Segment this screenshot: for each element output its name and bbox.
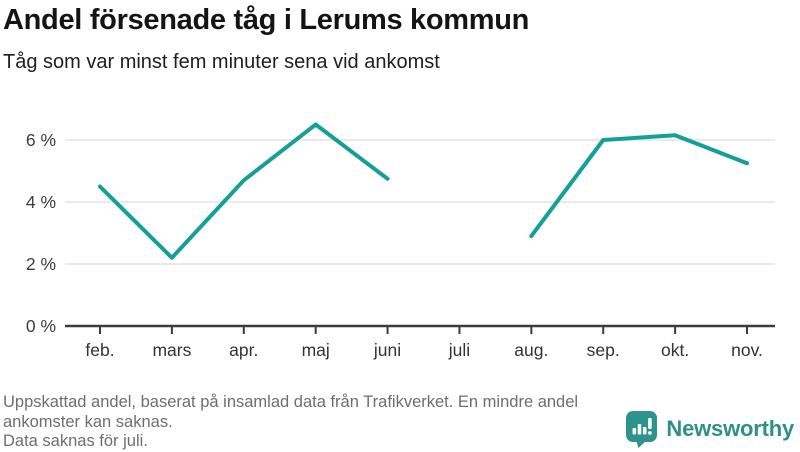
data-line (98, 122, 749, 260)
y-tick-label: 2 % (26, 254, 56, 274)
source-note: Uppskattad andel, baserat på insamlad da… (3, 393, 578, 452)
x-tick-label: maj (302, 340, 330, 360)
x-tick-label: nov. (731, 340, 763, 360)
newsworthy-wordmark: Newsworthy (666, 416, 794, 441)
bar-chart-speech-bubble-icon (626, 411, 658, 448)
page-subtitle: Tåg som var minst fem minuter sena vid a… (3, 51, 440, 73)
x-tick-label: aug. (514, 340, 548, 360)
x-tick-label: apr. (229, 340, 258, 360)
x-tick-label: okt. (661, 340, 689, 360)
x-tick-label: mars (152, 340, 191, 360)
x-tick-label: juli (448, 340, 470, 360)
logo-bubble (626, 411, 658, 442)
x-tick-label: feb. (85, 340, 114, 360)
newsworthy-logo: Newsworthy (625, 410, 794, 448)
source-note-line: ankomster kan saknas. (3, 412, 173, 431)
source-note-line: Uppskattad andel, baserat på insamlad da… (3, 393, 579, 411)
missing-data-note: Data saknas för juli. (3, 432, 148, 450)
page-title: Andel försenade tåg i Lerums kommun (3, 4, 530, 36)
y-tick-label: 0 % (26, 316, 56, 336)
x-tick-label: sep. (587, 340, 620, 360)
y-tick-label: 4 % (26, 192, 56, 212)
y-tick-label: 6 % (26, 130, 56, 150)
x-tick-label: juni (373, 340, 401, 360)
logo-bubble-tail (636, 440, 648, 448)
